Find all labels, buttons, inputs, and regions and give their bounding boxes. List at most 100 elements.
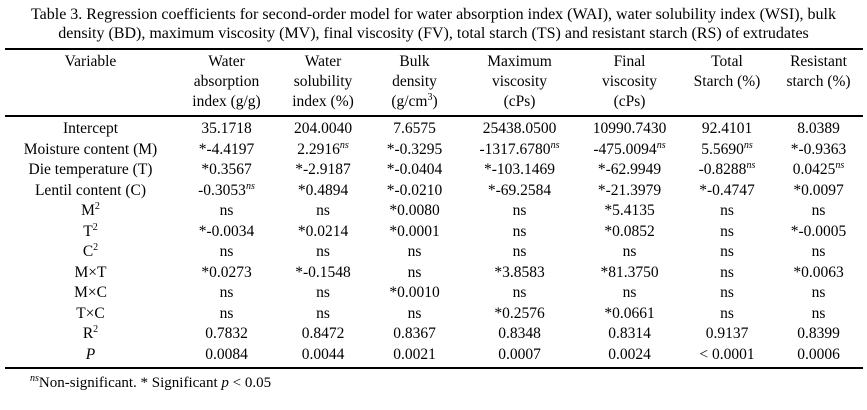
- value-cell: ns: [512, 284, 527, 301]
- column-header-line: (cPs): [613, 93, 646, 110]
- table-row: Lentil content (C) -0.3053ns *0.4894 *-0.02…: [5, 181, 863, 202]
- value-cell: ns: [622, 284, 637, 301]
- value-cell: 0.0007: [498, 345, 541, 363]
- value-cell: 0.8367: [393, 325, 436, 342]
- value-cell: ns: [811, 243, 826, 260]
- value-cell: 0.0425ns: [792, 159, 845, 178]
- footnote-text-before: Non-significant. * Significant: [38, 375, 222, 391]
- variable-cell: T×C: [76, 304, 105, 322]
- table-row: Moisture content (M) *-4.4197 2.2916ns *-0.…: [5, 140, 863, 161]
- value-cell: *0.4894: [297, 181, 349, 199]
- superscript: 2: [93, 323, 99, 335]
- column-header: Water absorption index (g/g): [177, 49, 277, 116]
- value-cell: 92.4101: [701, 120, 753, 137]
- value-cell: 0.8472: [301, 325, 345, 342]
- superscript: 2: [92, 221, 98, 233]
- value-cell: *0.0063: [793, 263, 844, 281]
- value-cell: ns: [316, 304, 330, 322]
- footnote-text-after: < 0.05: [228, 375, 272, 391]
- value-cell: *-103.1469: [483, 161, 556, 178]
- value-cell: 0.7832: [205, 325, 248, 342]
- header-row: Variable Water absorption index (g/g) Water s…: [4, 49, 863, 116]
- value-cell: 204.0040: [293, 120, 353, 137]
- value-cell: ns: [720, 284, 734, 301]
- table-row: T2 *-0.0034 *0.0214 *0.0001 ns *0.0852 ns *-0.0…: [5, 222, 863, 243]
- value-cell: 0.0044: [301, 345, 345, 363]
- variable-cell: Die temperature (T): [28, 161, 153, 178]
- value-cell: ns: [811, 284, 826, 301]
- value-cell: *-62.9949: [597, 161, 662, 178]
- value-cell: 0.8399: [797, 325, 840, 342]
- value-cell: ns: [720, 263, 734, 281]
- value-cell: *-21.3979: [597, 181, 662, 199]
- value-cell: 0.8348: [498, 325, 541, 342]
- value-cell: ns: [316, 243, 330, 260]
- value-cell: ns: [512, 222, 527, 240]
- variable-cell: M×C: [74, 284, 107, 301]
- superscript: 2: [93, 241, 99, 253]
- table-row: M×T *0.0273 *-0.1548 ns *3.8583 *81.3750 ns *0.…: [5, 263, 863, 284]
- value-cell: 35.1718: [201, 120, 252, 137]
- value-cell: ns: [407, 304, 422, 322]
- value-cell: ns: [219, 304, 234, 322]
- regression-table: Variable Water absorption index (g/g) Water s…: [4, 48, 863, 369]
- value-cell: ns: [219, 243, 234, 260]
- value-cell: ns: [512, 202, 527, 219]
- value-cell: *0.3567: [201, 161, 252, 178]
- column-header-line: index (g/g): [192, 93, 261, 110]
- value-cell: 7.6575: [393, 120, 436, 137]
- footnote-ns-marker: ns: [30, 373, 39, 384]
- value-cell: *-0.0005: [790, 222, 847, 240]
- value-cell: *-0.9363: [790, 140, 847, 158]
- value-cell: -0.3053ns: [198, 180, 255, 199]
- value-cell: *0.0852: [604, 222, 655, 240]
- value-cell: 0.9137: [705, 325, 749, 342]
- value-cell: 0.0021: [393, 345, 436, 363]
- column-header-line: density: [392, 73, 437, 90]
- column-header-line: Resistant: [790, 53, 847, 70]
- value-cell: 5.5690ns: [701, 139, 753, 158]
- table-head: Variable Water absorption index (g/g) Water s…: [4, 49, 863, 116]
- value-cell: *-0.3295: [386, 140, 443, 158]
- value-cell: < 0.0001: [699, 345, 755, 363]
- value-cell: *-0.0210: [386, 181, 443, 199]
- value-cell: ns: [811, 202, 826, 219]
- table-row: C2 ns ns ns ns ns ns ns: [5, 242, 863, 263]
- value-cell: *-0.0404: [386, 161, 443, 178]
- value-cell: 0.0006: [797, 345, 840, 363]
- value-cell: *81.3750: [600, 263, 659, 281]
- value-cell: *0.0010: [389, 284, 440, 301]
- value-cell: *5.4135: [604, 202, 655, 219]
- value-cell: *3.8583: [494, 263, 545, 281]
- superscript: ns: [743, 139, 753, 151]
- value-cell: *0.0214: [297, 222, 349, 240]
- value-cell: ns: [720, 222, 734, 240]
- value-cell: *-0.0034: [198, 222, 255, 240]
- value-cell: 25438.0500: [482, 120, 557, 137]
- value-cell: ns: [622, 243, 637, 260]
- variable-cell: Lentil content (C): [34, 181, 147, 199]
- table-body: Intercept 35.1718 204.0040 7.6575 25438.0500…: [4, 116, 863, 368]
- variable-cell: Intercept: [62, 120, 119, 137]
- column-header-line: Variable: [64, 53, 117, 70]
- column-header-line: Water: [304, 53, 342, 70]
- column-header-line: Maximum: [487, 53, 552, 70]
- value-cell: 10990.7430: [592, 120, 667, 137]
- value-cell: -0.8288ns: [698, 159, 756, 178]
- value-cell: ns: [407, 243, 422, 260]
- value-cell: 0.8314: [608, 325, 651, 342]
- column-header: Maximum viscosity (cPs): [460, 49, 580, 116]
- column-header-line: Bulk: [399, 53, 430, 70]
- table-row: M×C ns ns *0.0010 ns ns ns ns: [5, 283, 863, 304]
- column-header: Resistant starch (%): [775, 49, 863, 116]
- value-cell: *0.0097: [793, 181, 844, 199]
- table-row: Intercept 35.1718 204.0040 7.6575 25438.0500…: [5, 116, 863, 140]
- superscript: 3: [427, 91, 433, 103]
- value-cell: *0.0080: [389, 202, 440, 219]
- value-cell: ns: [219, 284, 234, 301]
- superscript: ns: [339, 139, 349, 151]
- value-cell: ns: [720, 202, 734, 219]
- column-header-line: absorption: [193, 73, 260, 90]
- value-cell: ns: [316, 202, 330, 219]
- column-header-line: Final: [613, 53, 646, 70]
